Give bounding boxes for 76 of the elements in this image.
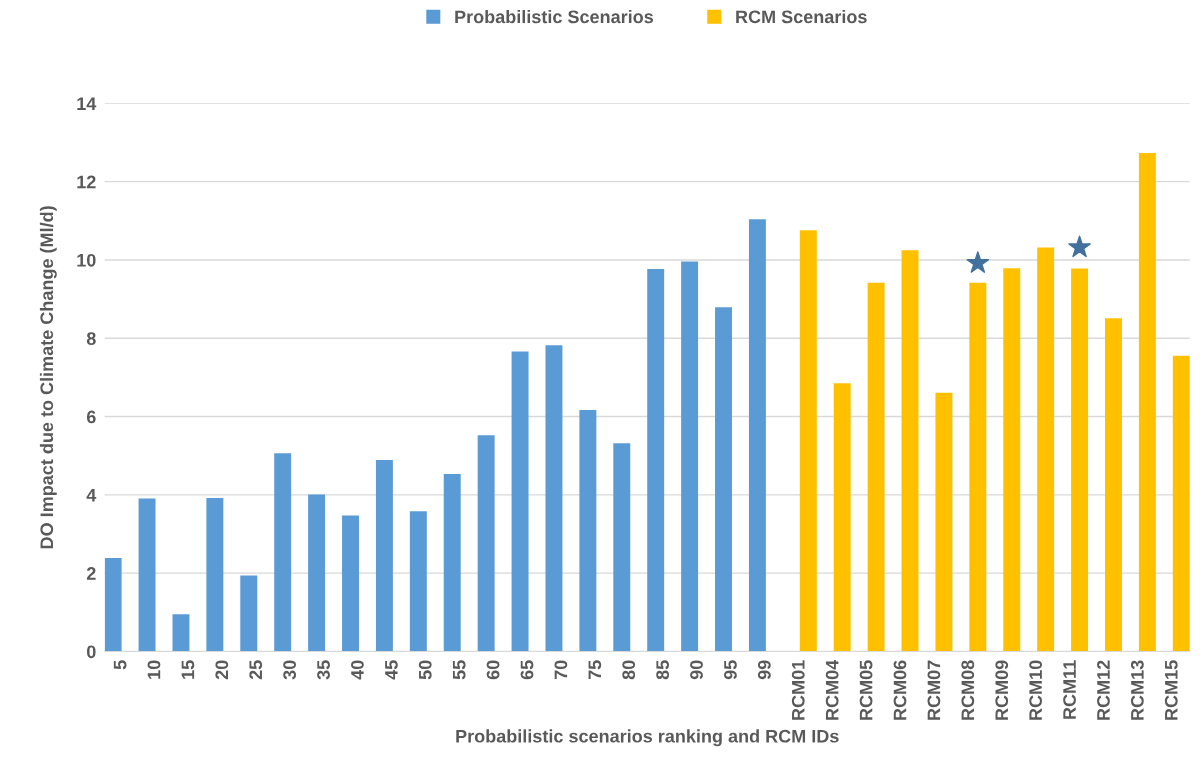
bar xyxy=(240,575,258,652)
bar xyxy=(138,498,156,652)
y-tick-label: 2 xyxy=(86,567,96,580)
bar xyxy=(1071,268,1089,652)
bar xyxy=(613,443,631,652)
x-tick-label: 95 xyxy=(724,660,737,680)
x-tick-label: 15 xyxy=(181,660,195,679)
x-tick-label: RCM06 xyxy=(893,660,907,720)
bar xyxy=(715,307,732,652)
x-tick-label: 75 xyxy=(588,660,602,680)
bar xyxy=(647,268,665,652)
x-tick-label: 25 xyxy=(249,660,263,680)
x-tick-label: 50 xyxy=(418,660,432,680)
bar xyxy=(274,453,292,652)
x-tick-label: RCM15 xyxy=(1164,660,1178,720)
bar xyxy=(579,409,597,652)
bar xyxy=(308,494,326,652)
x-tick-label: 70 xyxy=(554,660,568,680)
x-tick-label: 99 xyxy=(757,660,771,680)
x-axis-title: Probabilistic scenarios ranking and RCM IDs xyxy=(456,729,839,747)
x-tick-label: RCM04 xyxy=(825,659,839,720)
x-tick-label: RCM13 xyxy=(1130,660,1144,720)
bar xyxy=(935,392,953,652)
y-axis-title: DO Impact due to Climate Change (Ml/d) xyxy=(39,206,57,549)
bar xyxy=(901,250,919,652)
bar xyxy=(799,230,817,652)
x-tick-label: RCM01 xyxy=(791,660,805,720)
bar xyxy=(1138,153,1156,652)
legend-label: Probabilistic Scenarios xyxy=(455,9,654,24)
bar xyxy=(748,219,766,652)
x-tick-label: RCM12 xyxy=(1097,660,1110,720)
x-tick-label: RCM09 xyxy=(995,660,1009,720)
bar xyxy=(681,261,699,652)
legend-label: RCM Scenarios xyxy=(736,9,867,24)
x-tick-label: RCM11 xyxy=(1063,660,1076,719)
bar xyxy=(511,351,529,652)
bar xyxy=(409,511,427,652)
x-tick-label: 30 xyxy=(283,660,297,680)
x-tick-label: 10 xyxy=(147,660,161,679)
x-tick-label: 65 xyxy=(520,660,534,680)
x-tick-label: 55 xyxy=(452,660,466,680)
bar xyxy=(1104,318,1122,652)
x-tick-label: 20 xyxy=(215,660,229,680)
bar xyxy=(1003,268,1021,652)
bar xyxy=(1172,355,1190,652)
x-tick-label: 80 xyxy=(622,660,636,680)
y-tick-label: 12 xyxy=(77,175,96,189)
bar xyxy=(206,497,224,652)
bar xyxy=(342,515,359,652)
x-tick-label: 5 xyxy=(113,660,127,670)
x-tick-label: 90 xyxy=(690,660,703,680)
bar xyxy=(867,282,885,652)
y-tick-label: 4 xyxy=(86,488,97,502)
bar xyxy=(545,345,563,652)
y-tick-label: 6 xyxy=(86,410,96,424)
bar xyxy=(477,435,495,652)
bar xyxy=(375,460,393,652)
bar xyxy=(443,474,461,652)
x-tick-label: RCM08 xyxy=(961,660,975,720)
y-tick-label: 0 xyxy=(87,645,96,659)
bar xyxy=(172,614,190,652)
x-tick-label: 35 xyxy=(317,660,330,680)
x-tick-label: 60 xyxy=(486,660,500,680)
x-tick-label: RCM10 xyxy=(1029,660,1043,720)
bar xyxy=(833,383,851,652)
x-tick-label: 45 xyxy=(385,660,398,680)
x-tick-label: 40 xyxy=(351,660,364,680)
bar xyxy=(1037,247,1055,652)
x-tick-label: RCM07 xyxy=(927,660,941,720)
x-tick-label: 85 xyxy=(656,660,670,680)
y-tick-label: 8 xyxy=(86,332,96,345)
bar xyxy=(969,282,987,652)
y-tick-label: 10 xyxy=(77,253,96,267)
bar xyxy=(104,557,122,652)
x-tick-label: RCM05 xyxy=(859,660,873,720)
y-tick-label: 14 xyxy=(77,97,97,110)
